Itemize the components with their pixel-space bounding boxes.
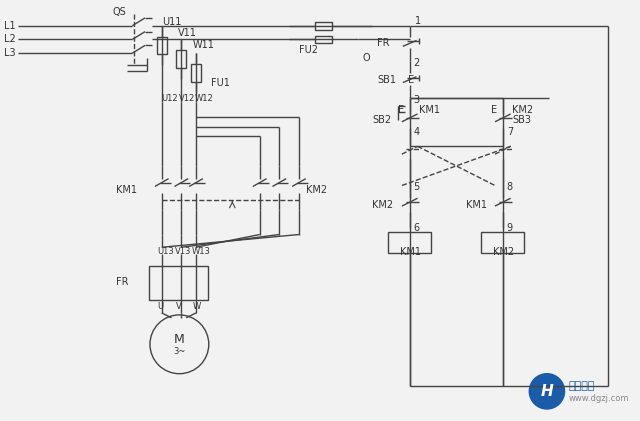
Bar: [388, 232, 431, 253]
Text: 5: 5: [413, 182, 420, 192]
Text: E: E: [491, 105, 497, 115]
Text: 3~: 3~: [173, 346, 186, 356]
Text: SB2: SB2: [372, 115, 392, 125]
Text: V13: V13: [175, 247, 191, 256]
Bar: [157, 37, 166, 54]
Text: 3: 3: [413, 95, 420, 105]
Text: W11: W11: [193, 40, 215, 51]
Text: L3: L3: [4, 48, 16, 58]
Text: U13: U13: [157, 247, 173, 256]
Text: M: M: [174, 333, 185, 346]
Text: SB1: SB1: [378, 75, 396, 85]
Bar: [149, 266, 208, 300]
Text: KM2: KM2: [493, 247, 514, 257]
Text: W12: W12: [195, 94, 214, 103]
Text: U11: U11: [162, 17, 181, 27]
Text: H: H: [541, 384, 554, 399]
Text: KM2: KM2: [511, 105, 532, 115]
Text: U12: U12: [162, 94, 179, 103]
Bar: [191, 64, 201, 82]
Text: V12: V12: [179, 94, 196, 103]
Text: W: W: [193, 301, 202, 311]
Text: FR: FR: [116, 277, 128, 287]
Text: W13: W13: [192, 247, 211, 256]
Text: E: E: [408, 75, 414, 85]
Text: FU2: FU2: [299, 45, 318, 55]
Text: KM1: KM1: [465, 200, 486, 210]
Bar: [315, 35, 332, 43]
Circle shape: [529, 374, 564, 409]
Text: FR: FR: [378, 38, 390, 48]
Bar: [315, 22, 332, 29]
Text: U: U: [157, 301, 163, 311]
Text: KM2: KM2: [306, 185, 327, 195]
Text: L1: L1: [4, 21, 16, 31]
Text: KM1: KM1: [400, 247, 421, 257]
Text: O: O: [363, 53, 371, 63]
Text: 电工之家: 电工之家: [568, 381, 595, 392]
Text: 9: 9: [507, 223, 513, 233]
Text: 6: 6: [413, 223, 420, 233]
Text: E: E: [398, 105, 404, 115]
Text: 7: 7: [507, 127, 513, 136]
Text: SB3: SB3: [513, 115, 532, 125]
Text: 4: 4: [413, 127, 420, 136]
Bar: [177, 50, 186, 68]
Text: L2: L2: [4, 35, 16, 45]
Text: KM1: KM1: [419, 105, 440, 115]
Text: www.dgzj.com: www.dgzj.com: [568, 394, 629, 403]
Text: V: V: [177, 301, 182, 311]
Text: 2: 2: [413, 58, 420, 68]
Text: KM2: KM2: [372, 200, 394, 210]
Text: FU1: FU1: [211, 77, 230, 88]
Text: QS: QS: [113, 7, 127, 17]
Text: 1: 1: [415, 16, 420, 26]
Text: KM1: KM1: [116, 185, 137, 195]
Bar: [481, 232, 524, 253]
Text: V11: V11: [179, 28, 197, 37]
Text: 8: 8: [507, 182, 513, 192]
